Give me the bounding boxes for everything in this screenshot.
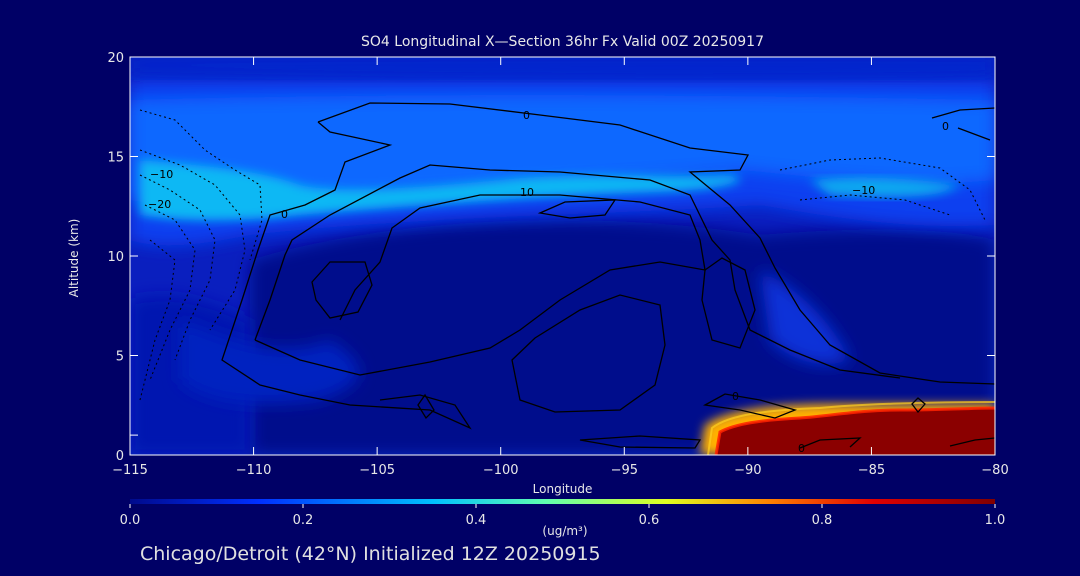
contour-low-1 (702, 393, 798, 419)
shade-dark-core (250, 220, 995, 455)
x-tick-label: −95 (611, 463, 638, 478)
shade-plume-edge (714, 406, 995, 455)
x-tick-label: −115 (112, 463, 148, 478)
shade-plume-edge-outer (707, 401, 995, 455)
contour-neg-5 (139, 239, 176, 401)
contour-10-inner (254, 194, 706, 376)
contour-neg-east-2 (799, 194, 951, 216)
contour-east-top (931, 107, 995, 141)
contour-label: 0 (523, 109, 530, 122)
colorbar-tick-label: 0.8 (812, 513, 833, 528)
y-tick-label: 0 (116, 449, 124, 464)
x-tick-label: −90 (734, 463, 761, 478)
contour-zero-west (221, 121, 472, 430)
colorbar-ticks-layer: 0.0 0.2 0.4 0.6 0.8 1.0 (120, 504, 1006, 528)
colorbar (130, 499, 995, 504)
contour-plume-2 (949, 437, 995, 447)
contour-low-2 (579, 435, 702, 449)
contour-neg-1 (139, 109, 263, 261)
shade-mid-lighter (760, 270, 850, 364)
colorbar-tick-label: 0.0 (120, 513, 141, 528)
contour-lines (221, 102, 995, 449)
contour-label: 0 (798, 442, 805, 455)
footer-caption: Chicago/Detroit (42°N) Initialized 12Z 2… (140, 543, 601, 565)
shade-upper-max (140, 160, 741, 221)
contour-dotted (139, 109, 986, 401)
contour-label: −20 (148, 198, 171, 211)
y-tick-label: 10 (107, 250, 124, 265)
contour-label-layer: 0 0 0 10 −10 −20 −10 0 0 (148, 109, 949, 455)
shade-upper-east (810, 177, 960, 198)
contour-10 (254, 164, 901, 379)
contour-label: 10 (520, 186, 534, 199)
contour-diamond-2 (911, 397, 926, 414)
contour-label: 0 (281, 208, 288, 221)
contour-east-loop (701, 257, 756, 349)
y-tick-label: 20 (107, 51, 124, 66)
shade-west-lower (180, 320, 359, 404)
x-tick-label: −110 (236, 463, 272, 478)
contour-small-high (537, 199, 617, 219)
colorbar-units: (ug/m³) (542, 524, 588, 538)
x-tick-label: −105 (359, 463, 395, 478)
x-tick-label: −80 (981, 463, 1008, 478)
contour-label: −10 (852, 184, 875, 197)
contour-zero-outer (317, 102, 995, 385)
y-tick-label: 15 (107, 151, 124, 166)
colorbar-tick-label: 0.4 (466, 513, 487, 528)
colorbar-tick-label: 0.6 (639, 513, 660, 528)
contour-label: 0 (732, 390, 739, 403)
contour-plume-1 (799, 437, 862, 449)
shade-upper-bright (130, 95, 995, 212)
shading-field (130, 57, 995, 455)
contour-diamond-1 (417, 393, 435, 420)
contour-label: −10 (150, 168, 173, 181)
x-axis-label: Longitude (532, 482, 593, 496)
contour-center (511, 294, 666, 413)
chart-title: SO4 Longitudinal X—Section 36hr Fx Valid… (361, 34, 764, 50)
contour-neg-east (779, 157, 986, 221)
colorbar-tick-label: 0.2 (293, 513, 314, 528)
x-tick-label: −100 (483, 463, 519, 478)
contour-loop-west (311, 261, 373, 319)
y-tick-label: 5 (116, 350, 124, 365)
x-tick-label: −85 (858, 463, 885, 478)
colorbar-tick-label: 1.0 (985, 513, 1006, 528)
contour-label: 0 (942, 120, 949, 133)
shade-top-deep (130, 57, 995, 78)
